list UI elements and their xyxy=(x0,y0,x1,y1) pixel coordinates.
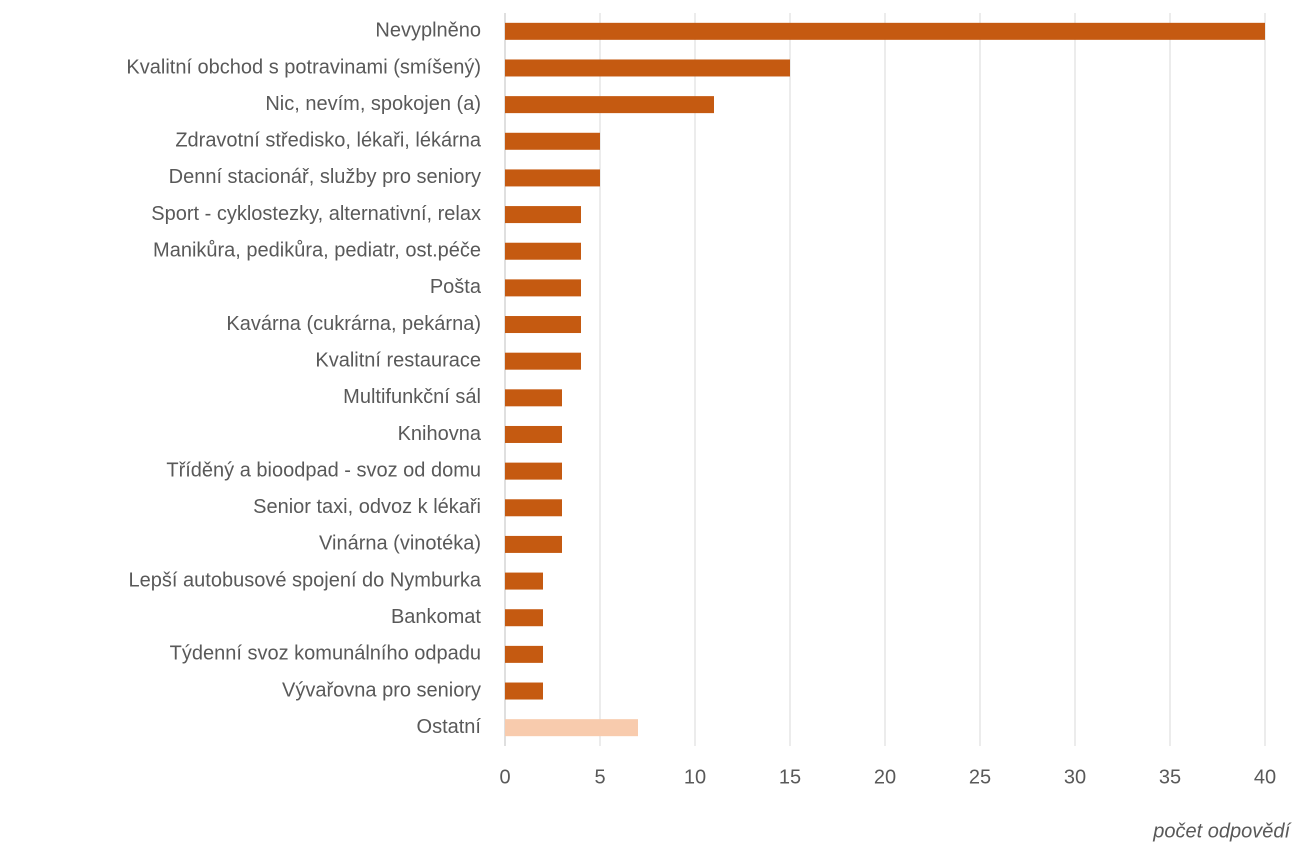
bar xyxy=(505,22,1265,40)
bar xyxy=(505,59,790,77)
y-tick-label: Denní stacionář, služby pro seniory xyxy=(169,166,481,188)
x-tick-label: 10 xyxy=(684,766,706,788)
x-axis-title: počet odpovědí xyxy=(1152,820,1292,842)
y-tick-label: Pošta xyxy=(430,276,482,298)
y-tick-label: Senior taxi, odvoz k lékaři xyxy=(253,496,481,518)
y-tick-label: Nic, nevím, spokojen (a) xyxy=(265,93,481,115)
bar xyxy=(505,132,600,150)
bar xyxy=(505,499,562,517)
y-tick-label: Manikůra, pedikůra, pediatr, ost.péče xyxy=(153,240,481,262)
y-tick-label: Týdenní svoz komunálního odpadu xyxy=(170,643,481,665)
bar xyxy=(505,352,581,370)
bar xyxy=(505,389,562,407)
bar xyxy=(505,206,581,224)
y-tick-label: Vývařovna pro seniory xyxy=(282,679,481,701)
x-tick-label: 0 xyxy=(499,766,510,788)
y-tick-label: Vinárna (vinotéka) xyxy=(319,533,481,555)
y-tick-label: Knihovna xyxy=(398,423,482,445)
y-tick-label: Ostatní xyxy=(417,716,482,738)
bar xyxy=(505,535,562,553)
y-tick-label: Nevyplněno xyxy=(375,20,481,42)
bar xyxy=(505,719,638,737)
bar xyxy=(505,462,562,480)
y-tick-label: Tříděný a bioodpad - svoz od domu xyxy=(166,459,481,481)
bar xyxy=(505,572,543,590)
y-tick-label: Zdravotní středisko, lékaři, lékárna xyxy=(175,130,482,152)
bar xyxy=(505,609,543,627)
y-tick-label: Sport - cyklostezky, alternativní, relax xyxy=(151,203,481,225)
y-tick-label: Lepší autobusové spojení do Nymburka xyxy=(129,569,482,591)
bar xyxy=(505,279,581,297)
bar xyxy=(505,682,543,700)
x-tick-label: 20 xyxy=(874,766,896,788)
x-tick-label: 35 xyxy=(1159,766,1181,788)
bar xyxy=(505,316,581,334)
bar xyxy=(505,425,562,443)
x-tick-label: 40 xyxy=(1254,766,1276,788)
bar xyxy=(505,96,714,114)
y-tick-label: Multifunkční sál xyxy=(343,386,481,408)
x-tick-label: 15 xyxy=(779,766,801,788)
x-tick-label: 25 xyxy=(969,766,991,788)
bar xyxy=(505,645,543,663)
y-tick-label: Kavárna (cukrárna, pekárna) xyxy=(226,313,481,335)
bar xyxy=(505,169,600,187)
y-tick-label: Kvalitní restaurace xyxy=(315,349,481,371)
x-tick-label: 5 xyxy=(594,766,605,788)
bar xyxy=(505,242,581,260)
y-tick-label: Bankomat xyxy=(391,606,481,628)
x-tick-label: 30 xyxy=(1064,766,1086,788)
y-tick-label: Kvalitní obchod s potravinami (smíšený) xyxy=(126,56,481,78)
